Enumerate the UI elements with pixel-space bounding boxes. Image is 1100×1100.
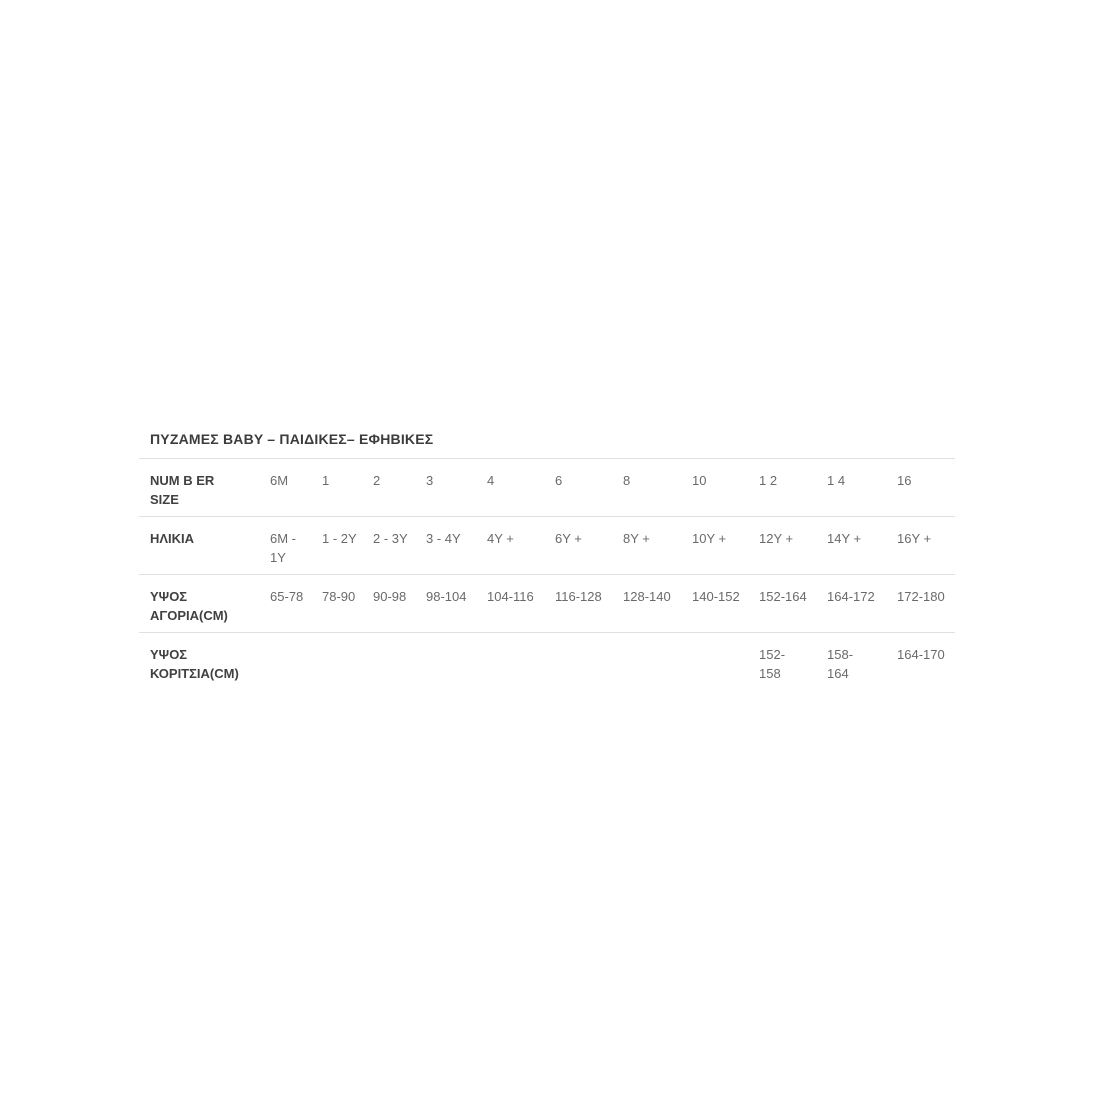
size-cell: 172-180 (897, 589, 945, 604)
size-cell (476, 633, 544, 691)
size-cell: 6M (270, 473, 289, 488)
size-chart-title: ΠΥΖΑΜΕΣ BABY – ΠΑΙΔΙΚΕΣ– ΕΦΗΒΙΚΕΣ (150, 431, 434, 447)
size-cell (612, 633, 681, 691)
size-cell: 65-78 (270, 589, 304, 604)
size-cell: 164-170 (897, 647, 945, 662)
size-cell: 8Y + (623, 531, 650, 546)
size-cell: 12Y + (759, 531, 794, 546)
size-cell: 2 (373, 473, 381, 488)
size-cell: 104-116 (487, 589, 534, 604)
size-cell (681, 633, 748, 691)
size-cell: 98-104 (426, 589, 467, 604)
size-cell (362, 633, 415, 691)
row-label: NUM B ER SIZE (150, 473, 215, 507)
size-cell: 6Y + (555, 531, 582, 546)
size-cell: 10Y + (692, 531, 727, 546)
size-cell: 3 (426, 473, 434, 488)
size-cell: 152- 158 (759, 647, 786, 681)
size-cell: 164-172 (827, 589, 875, 604)
size-cell: 90-98 (373, 589, 407, 604)
table-row-age: ΗΛΙΚΙΑ 6M - 1Y 1 - 2Y 2 - 3Y 3 - 4Y 4Y +… (139, 516, 955, 575)
size-cell: 78-90 (322, 589, 356, 604)
size-cell: 4Y + (487, 531, 514, 546)
size-cell: 16Y + (897, 531, 932, 546)
size-cell: 116-128 (555, 589, 602, 604)
size-cell: 8 (623, 473, 631, 488)
size-cell: 14Y + (827, 531, 862, 546)
size-cell: 140-152 (692, 589, 740, 604)
table-row-height-girls: ΥΨΟΣ ΚΟΡΙΤΣΙΑ(CM) 152- 158 158- 164 164-… (139, 632, 955, 691)
table-row-height-boys: ΥΨΟΣ ΑΓΟΡΙΑ(CM) 65-78 78-90 90-98 98-104… (139, 574, 955, 633)
size-cell: 1 4 (827, 473, 846, 488)
table-row-number-size: NUM B ER SIZE 6M 1 2 3 4 6 8 10 1 2 1 4 … (139, 458, 955, 517)
size-cell (415, 633, 476, 691)
row-label: ΥΨΟΣ ΚΟΡΙΤΣΙΑ(CM) (150, 647, 239, 681)
size-cell: 2 - 3Y (373, 531, 408, 546)
size-chart-table: NUM B ER SIZE 6M 1 2 3 4 6 8 10 1 2 1 4 … (139, 458, 955, 690)
size-cell: 10 (692, 473, 707, 488)
size-cell: 128-140 (623, 589, 671, 604)
size-cell (544, 633, 612, 691)
size-cell (259, 633, 311, 691)
size-cell: 152-164 (759, 589, 807, 604)
size-cell: 16 (897, 473, 912, 488)
size-cell: 6 (555, 473, 563, 488)
row-label: ΥΨΟΣ ΑΓΟΡΙΑ(CM) (150, 589, 228, 623)
size-cell: 4 (487, 473, 495, 488)
size-cell: 158- 164 (827, 647, 854, 681)
size-chart-section: ΠΥΖΑΜΕΣ BABY – ΠΑΙΔΙΚΕΣ– ΕΦΗΒΙΚΕΣ NUM B … (139, 431, 955, 690)
size-cell: 1 (322, 473, 330, 488)
size-cell (311, 633, 362, 691)
size-cell: 3 - 4Y (426, 531, 461, 546)
size-cell: 1 2 (759, 473, 778, 488)
size-cell: 6M - 1Y (270, 531, 296, 565)
size-cell: 1 - 2Y (322, 531, 357, 546)
row-label: ΗΛΙΚΙΑ (150, 531, 195, 546)
